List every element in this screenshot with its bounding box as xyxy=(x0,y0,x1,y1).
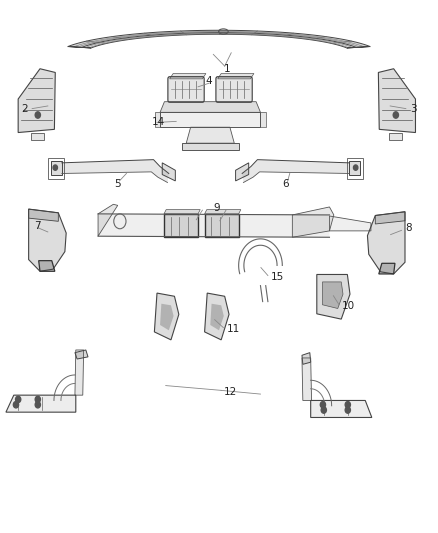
Circle shape xyxy=(13,401,18,408)
Circle shape xyxy=(15,396,21,402)
Polygon shape xyxy=(28,209,58,221)
Polygon shape xyxy=(6,395,76,412)
Polygon shape xyxy=(375,212,405,224)
Polygon shape xyxy=(218,74,254,79)
Text: 8: 8 xyxy=(406,223,412,233)
Text: 7: 7 xyxy=(34,221,41,231)
Polygon shape xyxy=(39,261,55,271)
Polygon shape xyxy=(236,163,249,181)
Text: 15: 15 xyxy=(271,272,284,282)
Polygon shape xyxy=(210,304,224,330)
Polygon shape xyxy=(186,127,234,143)
Polygon shape xyxy=(317,274,350,319)
Polygon shape xyxy=(75,350,84,395)
Polygon shape xyxy=(98,204,118,236)
Polygon shape xyxy=(155,112,160,127)
Circle shape xyxy=(35,396,40,402)
Polygon shape xyxy=(205,293,229,340)
Text: 1: 1 xyxy=(223,64,230,74)
Polygon shape xyxy=(164,214,198,237)
Polygon shape xyxy=(182,143,239,150)
Text: 10: 10 xyxy=(342,301,355,311)
Polygon shape xyxy=(164,209,200,214)
Polygon shape xyxy=(389,133,403,140)
Text: 6: 6 xyxy=(282,179,289,189)
Polygon shape xyxy=(69,30,369,47)
Polygon shape xyxy=(205,209,241,214)
Circle shape xyxy=(320,401,325,408)
Polygon shape xyxy=(311,400,372,417)
Polygon shape xyxy=(81,33,357,48)
Text: 11: 11 xyxy=(227,324,240,334)
Polygon shape xyxy=(169,77,203,102)
Polygon shape xyxy=(302,353,311,365)
Polygon shape xyxy=(62,160,169,182)
Polygon shape xyxy=(160,112,261,127)
Polygon shape xyxy=(18,69,55,133)
Polygon shape xyxy=(242,160,349,182)
Polygon shape xyxy=(160,304,173,330)
Polygon shape xyxy=(170,74,206,79)
Polygon shape xyxy=(160,102,261,112)
Text: 3: 3 xyxy=(410,104,417,114)
Polygon shape xyxy=(367,212,405,274)
Circle shape xyxy=(353,165,358,170)
Text: 2: 2 xyxy=(21,104,28,114)
Polygon shape xyxy=(217,77,251,102)
Polygon shape xyxy=(261,112,266,127)
Polygon shape xyxy=(98,214,329,237)
Text: 4: 4 xyxy=(205,76,212,86)
Text: 14: 14 xyxy=(152,117,165,127)
Polygon shape xyxy=(292,207,334,237)
Text: 5: 5 xyxy=(114,179,121,189)
Circle shape xyxy=(345,407,350,413)
Polygon shape xyxy=(28,209,66,271)
Circle shape xyxy=(35,401,40,408)
Polygon shape xyxy=(379,263,395,274)
Polygon shape xyxy=(322,282,343,309)
Polygon shape xyxy=(162,163,175,181)
Polygon shape xyxy=(349,161,360,174)
Polygon shape xyxy=(205,214,239,237)
Circle shape xyxy=(53,165,57,170)
Circle shape xyxy=(393,112,399,118)
Circle shape xyxy=(321,407,326,413)
Text: 9: 9 xyxy=(213,203,220,213)
Polygon shape xyxy=(302,358,311,400)
Polygon shape xyxy=(154,293,179,340)
Text: 12: 12 xyxy=(223,387,237,397)
Polygon shape xyxy=(51,161,62,174)
Polygon shape xyxy=(329,216,371,231)
Polygon shape xyxy=(378,69,416,133)
Polygon shape xyxy=(75,350,88,359)
Polygon shape xyxy=(31,133,44,140)
Circle shape xyxy=(35,112,40,118)
Circle shape xyxy=(345,401,350,408)
